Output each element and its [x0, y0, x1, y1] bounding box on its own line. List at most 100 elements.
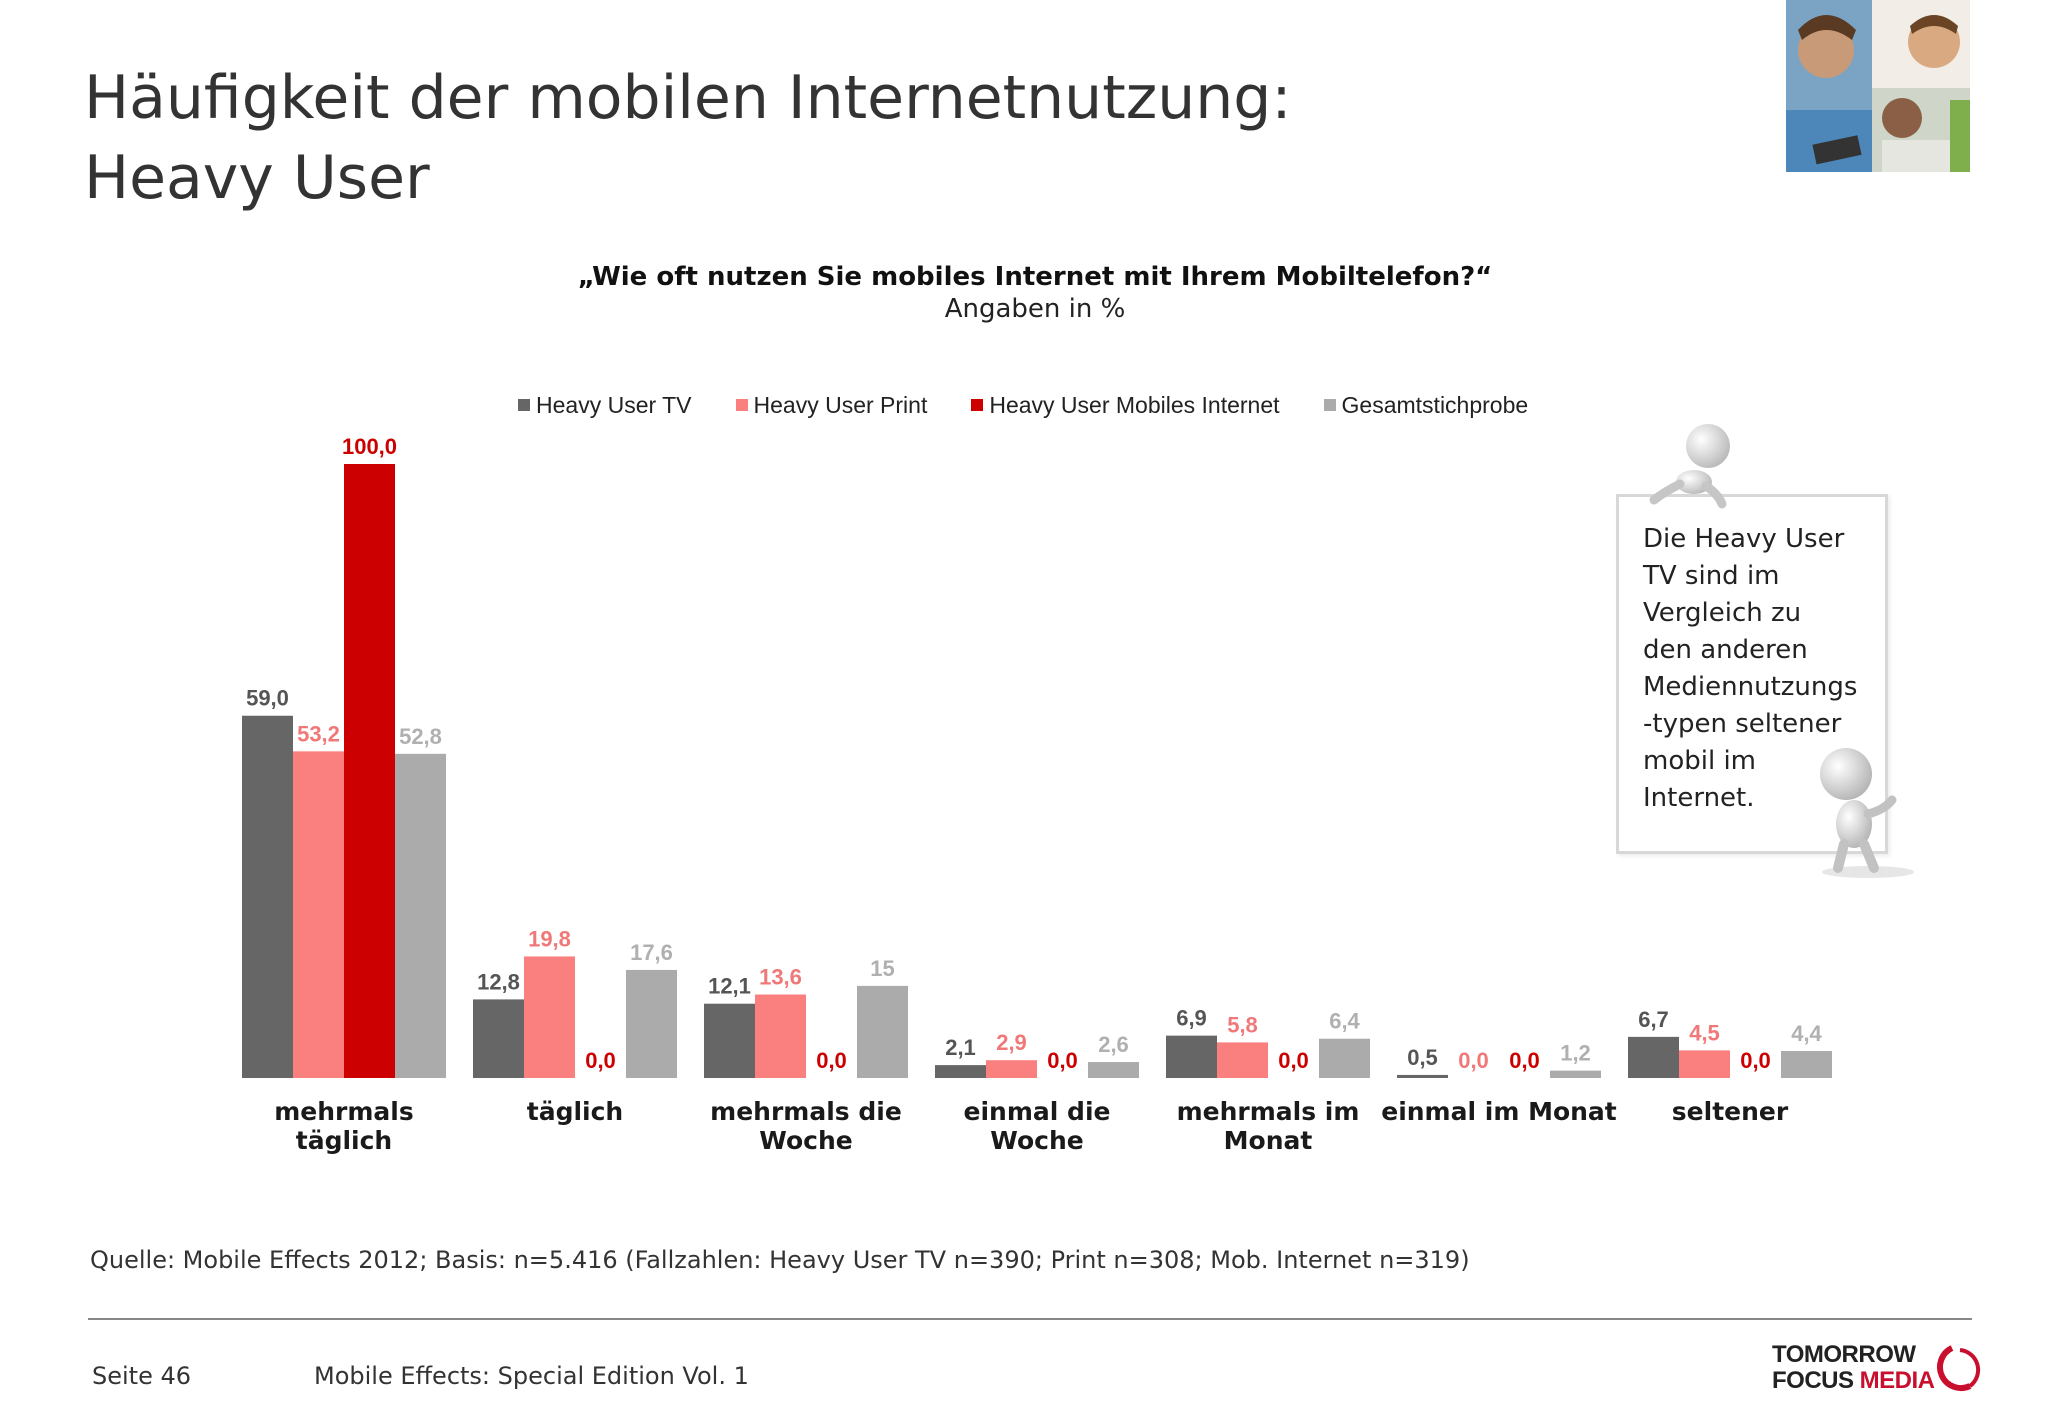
bar-2-5: [1217, 1042, 1268, 1078]
bar-1-3: [704, 1003, 755, 1078]
chart-title: „Wie oft nutzen Sie mobiles Internet mit…: [577, 262, 1493, 292]
legend-swatch: [1323, 399, 1336, 411]
bar-4-4: [1088, 1062, 1139, 1078]
bar-1-6: [1397, 1074, 1448, 1078]
data-label: 53,2: [297, 721, 340, 746]
data-label: 0,0: [1278, 1048, 1309, 1073]
data-label: 0,0: [1458, 1048, 1489, 1073]
bar-4-2: [626, 969, 677, 1078]
chart-subtitle: Angaben in %: [944, 294, 1126, 324]
legend-item-print: Heavy User Print: [735, 391, 928, 419]
data-label: 19,8: [528, 926, 571, 951]
bar-1-5: [1166, 1035, 1217, 1078]
category-label: mehrmals die: [710, 1097, 902, 1126]
data-label: 15: [870, 956, 894, 981]
data-label: 17,6: [630, 940, 673, 965]
data-label: 4,5: [1689, 1020, 1720, 1045]
legend-item-tv: Heavy User TV: [518, 392, 692, 419]
page-title: Häufigkeit der mobilen Internetnutzung: …: [84, 58, 1292, 218]
note-line: Die Heavy User: [1643, 524, 1845, 554]
figure-top-illustration: [1649, 424, 1730, 509]
data-label: 0,0: [585, 1048, 616, 1073]
category-label: täglich: [527, 1097, 623, 1126]
bar-3-1: [344, 464, 395, 1078]
legend-label: Heavy User TV: [536, 391, 692, 418]
logo-text-line1: TOMORROW: [1772, 1341, 1916, 1368]
data-label: 0,0: [1509, 1048, 1540, 1073]
data-label: 6,7: [1638, 1007, 1669, 1032]
legend-label: Gesamtstichprobe: [1341, 391, 1529, 418]
bar-2-2: [524, 956, 575, 1078]
note-line: mobil im: [1643, 746, 1757, 776]
source-note: Quelle: Mobile Effects 2012; Basis: n=5.…: [90, 1246, 1470, 1274]
category-label: mehrmals: [274, 1097, 414, 1126]
bar-1-2: [473, 999, 524, 1078]
note-text: Die Heavy User TV sind im Vergleich zu d…: [1643, 521, 1873, 817]
note-line: TV sind im: [1643, 561, 1780, 591]
data-label: 2,9: [996, 1030, 1027, 1055]
note-line: Mediennutzungs: [1643, 672, 1858, 702]
bar-2-7: [1679, 1050, 1730, 1078]
category-label: Monat: [1224, 1126, 1313, 1155]
bar-4-6: [1550, 1070, 1601, 1078]
company-logo: TOMORROW FOCUS MEDIA: [1772, 1342, 1982, 1398]
bar-1-7: [1628, 1036, 1679, 1078]
bar-chart: 59,053,2100,052,8mehrmalstäglich12,819,8…: [242, 434, 1832, 1155]
data-label: 0,0: [1047, 1048, 1078, 1073]
category-label: Woche: [759, 1126, 852, 1155]
category-label: Woche: [990, 1126, 1083, 1155]
legend-swatch: [971, 399, 984, 411]
legend-item-mobile: Heavy User Mobiles Internet: [971, 391, 1280, 419]
title-line-2: Heavy User: [84, 143, 430, 213]
logo-text-line2: FOCUS MEDIA: [1772, 1368, 1935, 1394]
bar-2-1: [293, 751, 344, 1078]
data-label: 6,4: [1329, 1009, 1360, 1034]
data-label: 100,0: [342, 434, 397, 459]
legend-item-total: Gesamtstichprobe: [1323, 391, 1529, 419]
logo-swoosh-icon: [1937, 1345, 1981, 1391]
bar-4-3: [857, 985, 908, 1078]
data-label: 5,8: [1227, 1012, 1258, 1037]
data-label: 4,4: [1791, 1021, 1822, 1046]
note-line: Vergleich zu: [1643, 598, 1802, 628]
title-line-1: Häufigkeit der mobilen Internetnutzung:: [84, 63, 1292, 133]
data-label: 0,5: [1407, 1045, 1438, 1070]
figure-bottom-illustration: [1820, 748, 1914, 878]
data-label: 6,9: [1176, 1006, 1207, 1031]
people-photo: [1786, 0, 1970, 172]
data-label: 2,6: [1098, 1032, 1129, 1057]
legend-label: Heavy User Mobiles Internet: [989, 391, 1280, 418]
chart-legend: Heavy User TV Heavy User Print Heavy Use…: [518, 388, 1572, 422]
category-label: einmal die: [964, 1097, 1111, 1126]
note-line: den anderen: [1643, 635, 1808, 665]
footer-divider: [88, 1318, 1972, 1320]
data-label: 0,0: [1740, 1048, 1771, 1073]
legend-swatch: [518, 399, 530, 411]
legend-swatch: [735, 399, 748, 411]
page-number: Seite 46: [92, 1362, 192, 1390]
data-label: 2,1: [945, 1035, 976, 1060]
data-label: 13,6: [759, 964, 802, 989]
data-label: 59,0: [246, 686, 289, 711]
edition-label: Mobile Effects: Special Edition Vol. 1: [314, 1362, 749, 1390]
category-label: täglich: [296, 1126, 392, 1155]
bar-1-4: [935, 1065, 986, 1078]
category-label: mehrmals im: [1177, 1097, 1360, 1126]
bar-2-4: [986, 1060, 1037, 1078]
logo-text-media: MEDIA: [1859, 1367, 1935, 1394]
bar-4-7: [1781, 1050, 1832, 1078]
logo-text-focus: FOCUS: [1772, 1367, 1854, 1394]
data-label: 12,8: [477, 969, 520, 994]
bar-1-1: [242, 715, 293, 1078]
category-label: einmal im Monat: [1381, 1097, 1617, 1126]
bar-4-5: [1319, 1038, 1370, 1078]
data-label: 1,2: [1560, 1041, 1591, 1066]
bar-4-1: [395, 753, 446, 1078]
bar-2-3: [755, 994, 806, 1078]
data-label: 12,1: [708, 974, 751, 999]
legend-label: Heavy User Print: [753, 391, 928, 418]
note-line: -typen seltener: [1643, 709, 1842, 739]
data-label: 0,0: [816, 1048, 847, 1073]
data-label: 52,8: [399, 724, 442, 749]
note-line: Internet.: [1643, 783, 1755, 813]
